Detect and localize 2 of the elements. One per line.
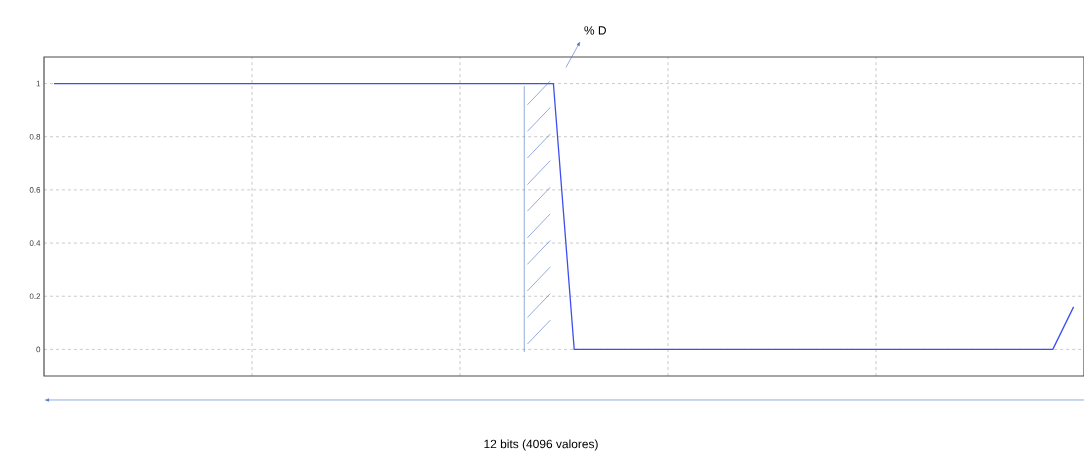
text: % D: [584, 26, 606, 35]
text: 12 bits (4096 valores): [484, 439, 598, 451]
